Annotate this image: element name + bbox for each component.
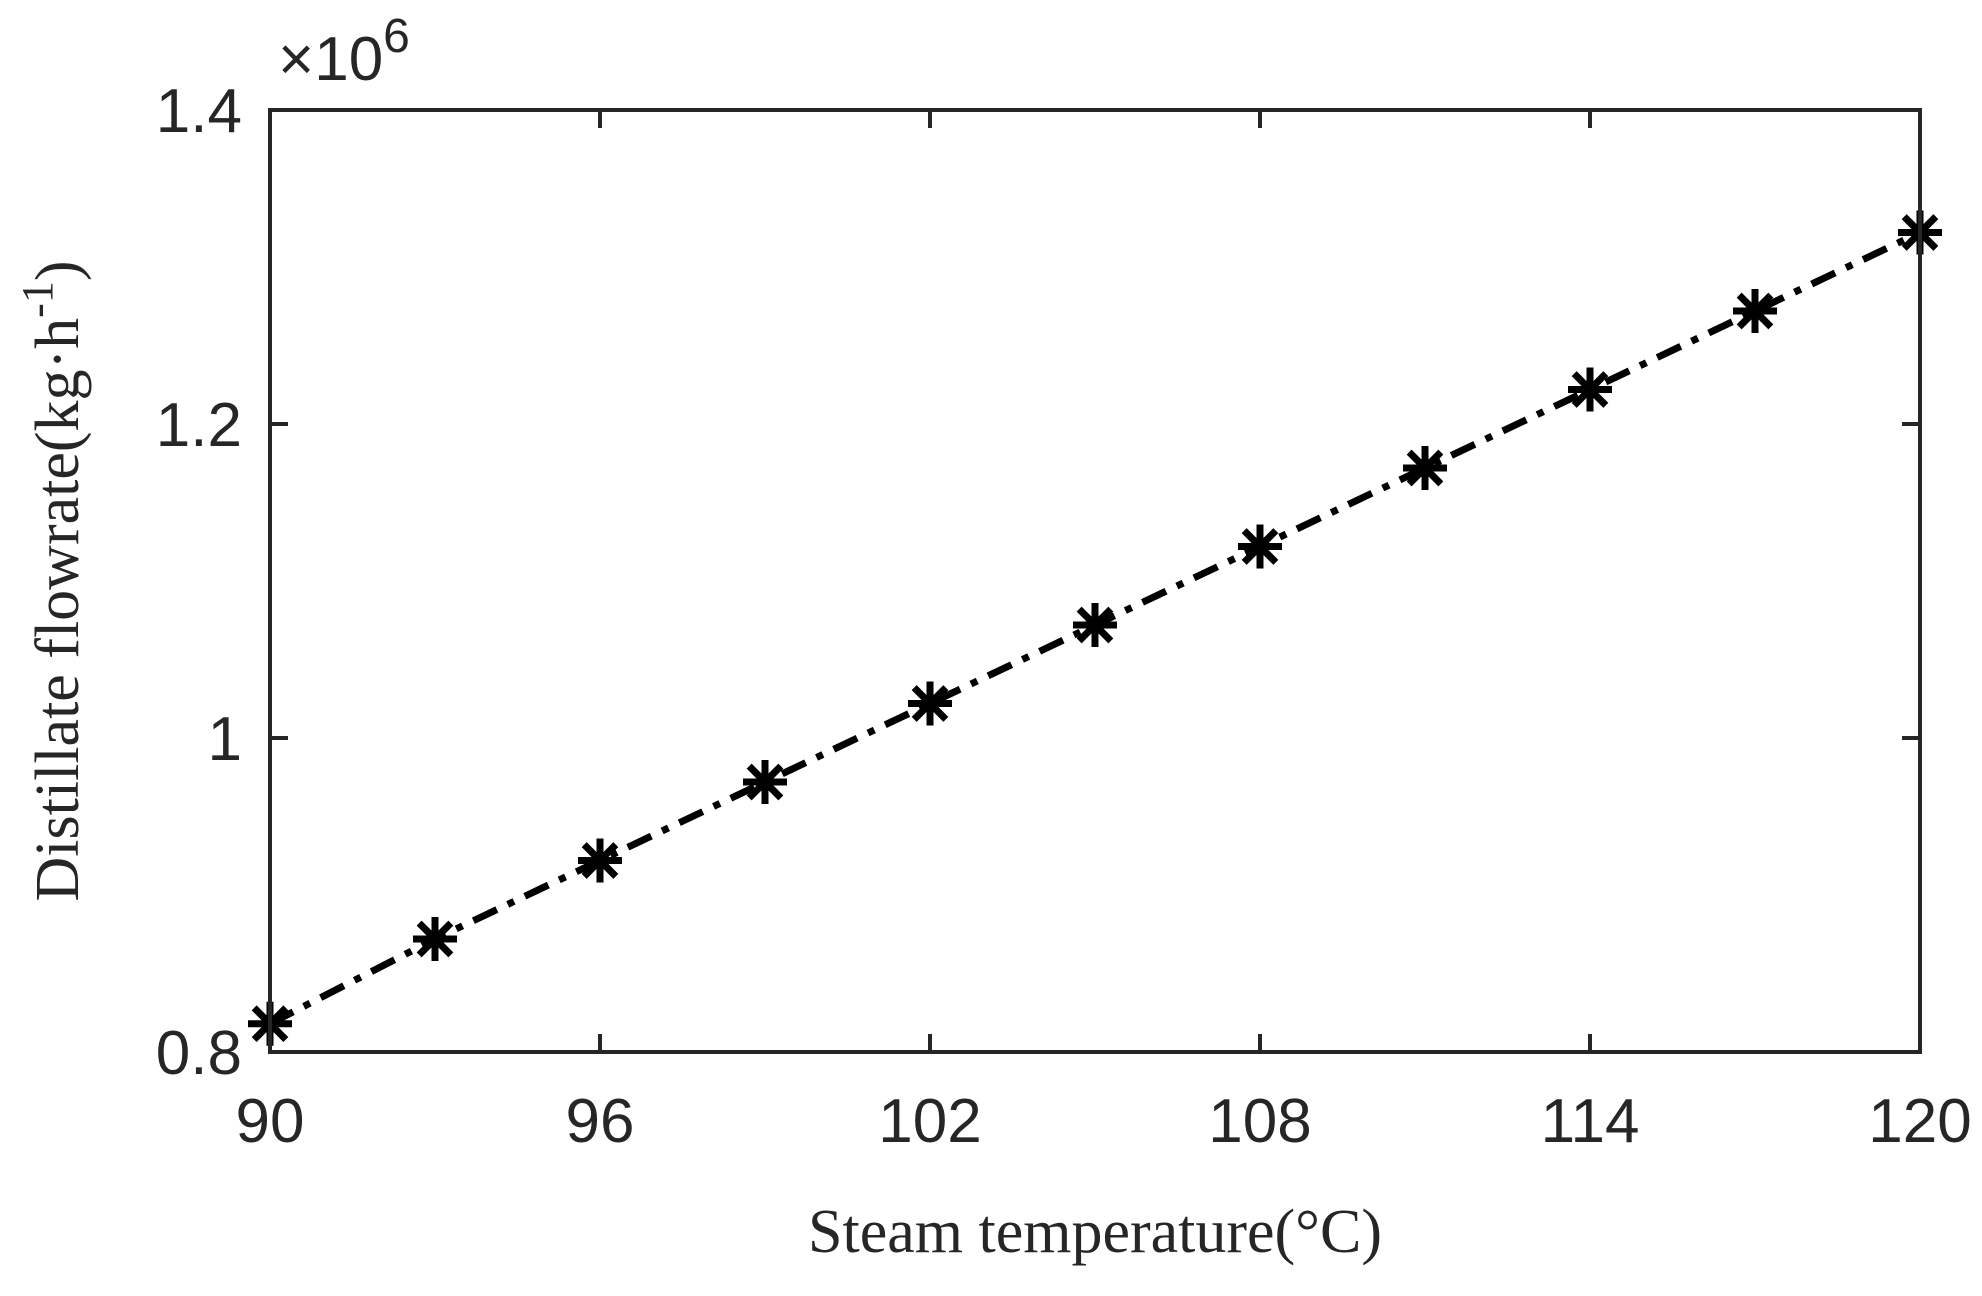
y-multiplier-label: ×106 xyxy=(278,10,410,94)
x-tick-label: 96 xyxy=(566,1087,635,1156)
x-tick-label: 120 xyxy=(1868,1087,1971,1156)
x-tick-label: 108 xyxy=(1208,1087,1311,1156)
y-tick-label: 0.8 xyxy=(156,1019,242,1088)
data-point xyxy=(908,681,952,726)
x-tick-label: 102 xyxy=(878,1087,981,1156)
data-point xyxy=(1073,603,1117,647)
y-tick-label: 1 xyxy=(208,705,242,774)
data-point xyxy=(413,917,457,961)
y-tick-label: 1.2 xyxy=(156,391,242,460)
axis-ticks: 90 96 102 108 114 120 0.8 1 1.2 1.4 xyxy=(156,77,1972,1156)
data-point xyxy=(1733,289,1777,333)
x-tick-label: 114 xyxy=(1541,1087,1640,1156)
y-axis-title: Distillate flowrate(kg·h-1) xyxy=(13,261,92,902)
data-point xyxy=(1403,446,1447,490)
data-point xyxy=(743,760,787,804)
data-point xyxy=(1238,524,1282,569)
x-tick-label: 90 xyxy=(236,1087,305,1156)
data-point xyxy=(578,838,622,883)
data-point xyxy=(1568,367,1612,412)
x-axis-title: Steam temperature(°C) xyxy=(808,1198,1382,1266)
plot-area xyxy=(248,210,1942,1046)
axes-frame xyxy=(268,108,1922,1054)
y-tick-label: 1.4 xyxy=(156,77,242,146)
